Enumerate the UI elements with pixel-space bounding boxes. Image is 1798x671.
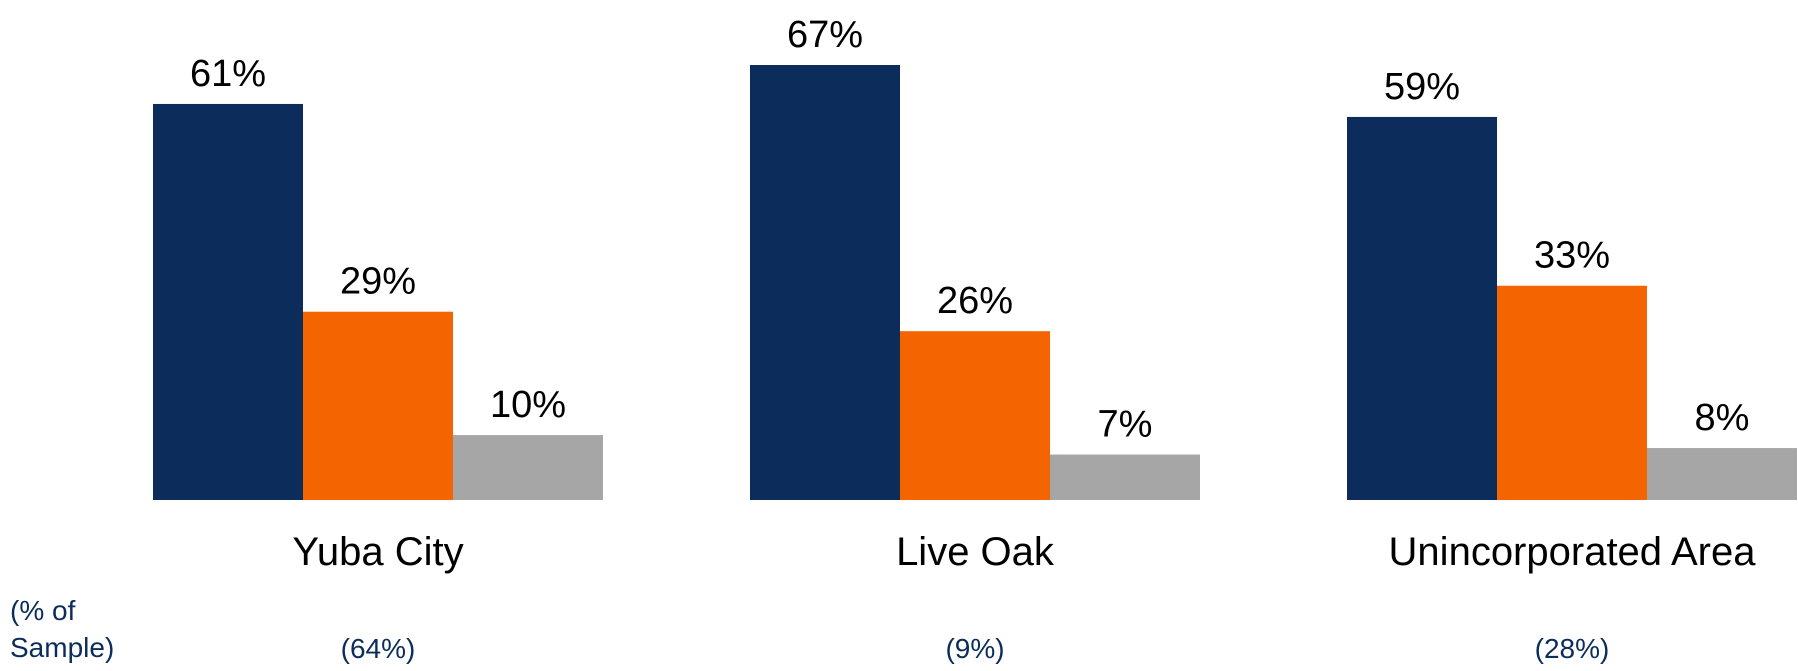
bar-value-label: 7% xyxy=(1098,404,1153,446)
bar xyxy=(153,103,303,500)
bar xyxy=(1647,448,1797,500)
bar xyxy=(1497,285,1647,500)
bar-value-label: 61% xyxy=(190,53,266,95)
bar xyxy=(1050,454,1200,500)
bar xyxy=(750,65,900,500)
bar-value-label: 10% xyxy=(490,384,566,426)
bar-value-label: 26% xyxy=(937,280,1013,322)
bar xyxy=(1347,116,1497,500)
category-sample-share: (9%) xyxy=(945,633,1004,664)
category-label: Yuba City xyxy=(292,530,463,574)
category-sample-share: (28%) xyxy=(1535,633,1610,664)
category-label: Live Oak xyxy=(896,530,1055,574)
bar-value-label: 8% xyxy=(1695,397,1750,439)
bar-value-label: 67% xyxy=(787,14,863,56)
bar xyxy=(303,311,453,500)
category-sample-share: (64%) xyxy=(341,633,416,664)
bar xyxy=(900,331,1050,500)
sample-note: (% of Sample) xyxy=(10,595,115,663)
bar-group xyxy=(153,103,603,500)
bar-group xyxy=(1347,116,1797,500)
bar-value-label: 29% xyxy=(340,261,416,303)
bar-value-label: 59% xyxy=(1384,66,1460,108)
bar-value-label: 33% xyxy=(1534,235,1610,277)
bar-group xyxy=(750,65,1200,500)
bar xyxy=(453,435,603,500)
category-label: Unincorporated Area xyxy=(1389,530,1757,574)
